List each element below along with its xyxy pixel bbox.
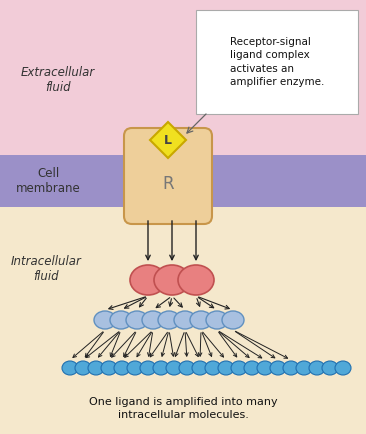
- Ellipse shape: [190, 311, 212, 329]
- Ellipse shape: [166, 361, 182, 375]
- FancyBboxPatch shape: [124, 128, 212, 224]
- FancyBboxPatch shape: [196, 10, 358, 114]
- Text: Extracellular
fluid: Extracellular fluid: [21, 66, 95, 94]
- Ellipse shape: [309, 361, 325, 375]
- Bar: [0, 155, 366, 207]
- Ellipse shape: [205, 361, 221, 375]
- Text: R: R: [162, 175, 174, 193]
- Ellipse shape: [270, 361, 286, 375]
- Ellipse shape: [206, 311, 228, 329]
- Ellipse shape: [75, 361, 91, 375]
- Polygon shape: [150, 122, 186, 158]
- Ellipse shape: [174, 311, 196, 329]
- Ellipse shape: [127, 361, 143, 375]
- Text: One ligand is amplified into many
intracellular molecules.: One ligand is amplified into many intrac…: [89, 397, 277, 420]
- Ellipse shape: [101, 361, 117, 375]
- Ellipse shape: [94, 311, 116, 329]
- Ellipse shape: [158, 311, 180, 329]
- Bar: [0, 0, 366, 155]
- Ellipse shape: [126, 311, 148, 329]
- Ellipse shape: [88, 361, 104, 375]
- Ellipse shape: [283, 361, 299, 375]
- Ellipse shape: [296, 361, 312, 375]
- Ellipse shape: [62, 361, 78, 375]
- Ellipse shape: [110, 311, 132, 329]
- Ellipse shape: [231, 361, 247, 375]
- Ellipse shape: [257, 361, 273, 375]
- Text: Receptor-signal
ligand complex
activates an
amplifier enzyme.: Receptor-signal ligand complex activates…: [230, 37, 324, 87]
- Ellipse shape: [130, 265, 166, 295]
- Ellipse shape: [192, 361, 208, 375]
- Ellipse shape: [322, 361, 338, 375]
- Ellipse shape: [179, 361, 195, 375]
- Ellipse shape: [218, 361, 234, 375]
- Bar: [0, 207, 366, 434]
- Text: Intracellular
fluid: Intracellular fluid: [11, 255, 82, 283]
- Ellipse shape: [222, 311, 244, 329]
- Ellipse shape: [153, 361, 169, 375]
- Ellipse shape: [154, 265, 190, 295]
- Ellipse shape: [244, 361, 260, 375]
- Ellipse shape: [335, 361, 351, 375]
- Ellipse shape: [140, 361, 156, 375]
- Text: L: L: [164, 134, 172, 147]
- Ellipse shape: [142, 311, 164, 329]
- Ellipse shape: [178, 265, 214, 295]
- Text: Cell
membrane: Cell membrane: [16, 167, 81, 195]
- Ellipse shape: [114, 361, 130, 375]
